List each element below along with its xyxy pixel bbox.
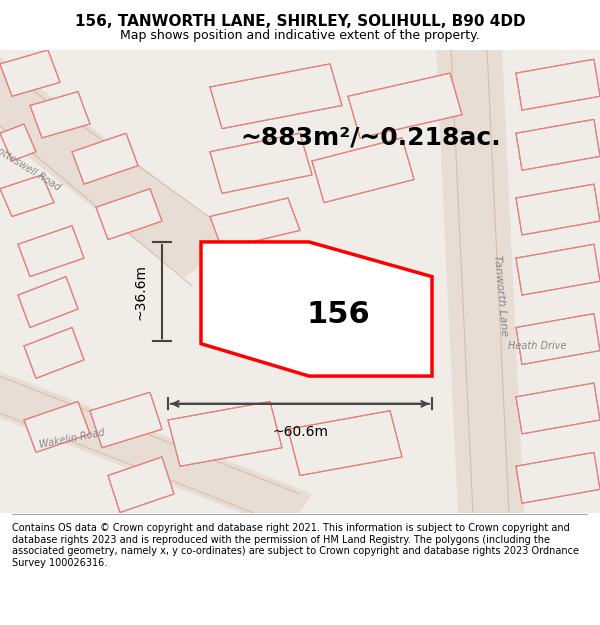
Polygon shape — [24, 328, 84, 378]
Polygon shape — [72, 133, 138, 184]
Polygon shape — [516, 452, 600, 503]
Polygon shape — [18, 277, 78, 328]
Text: Heath Drive: Heath Drive — [508, 341, 566, 351]
Polygon shape — [516, 314, 600, 364]
Polygon shape — [96, 189, 162, 239]
Polygon shape — [24, 328, 84, 378]
Text: Contains OS data © Crown copyright and database right 2021. This information is : Contains OS data © Crown copyright and d… — [12, 523, 579, 568]
Polygon shape — [288, 411, 402, 476]
Polygon shape — [348, 73, 462, 138]
Text: Wakelin Road: Wakelin Road — [38, 428, 106, 450]
Polygon shape — [516, 314, 600, 364]
Text: Tanworth Lane: Tanworth Lane — [493, 254, 509, 336]
Polygon shape — [18, 277, 78, 328]
Text: ~883m²/~0.218ac.: ~883m²/~0.218ac. — [240, 126, 500, 150]
Polygon shape — [168, 401, 282, 466]
Polygon shape — [72, 133, 138, 184]
Polygon shape — [516, 383, 600, 434]
Polygon shape — [168, 401, 282, 466]
Polygon shape — [210, 64, 342, 129]
Text: 156, TANWORTH LANE, SHIRLEY, SOLIHULL, B90 4DD: 156, TANWORTH LANE, SHIRLEY, SOLIHULL, B… — [74, 14, 526, 29]
Polygon shape — [210, 133, 312, 193]
Polygon shape — [30, 92, 90, 138]
Polygon shape — [516, 59, 600, 110]
Text: ~36.6m: ~36.6m — [133, 264, 147, 319]
Polygon shape — [516, 244, 600, 295]
Polygon shape — [516, 244, 600, 295]
Polygon shape — [201, 242, 432, 376]
Polygon shape — [348, 73, 462, 138]
Polygon shape — [90, 392, 162, 448]
Polygon shape — [24, 401, 90, 452]
Polygon shape — [90, 392, 162, 448]
Polygon shape — [516, 452, 600, 503]
Polygon shape — [24, 401, 90, 452]
Polygon shape — [312, 138, 414, 202]
Polygon shape — [312, 138, 414, 202]
Polygon shape — [210, 198, 300, 249]
Polygon shape — [516, 59, 600, 110]
Polygon shape — [0, 124, 36, 161]
Polygon shape — [18, 226, 84, 277]
Polygon shape — [210, 64, 342, 129]
Polygon shape — [96, 189, 162, 239]
Polygon shape — [30, 92, 90, 138]
Polygon shape — [18, 226, 84, 277]
Polygon shape — [0, 50, 60, 96]
Polygon shape — [516, 184, 600, 235]
Text: Shotteswell Road: Shotteswell Road — [0, 139, 62, 192]
Polygon shape — [210, 133, 312, 193]
Polygon shape — [516, 184, 600, 235]
Polygon shape — [108, 457, 174, 512]
Polygon shape — [288, 411, 402, 476]
Text: 156: 156 — [306, 299, 370, 329]
Polygon shape — [108, 457, 174, 512]
Text: Map shows position and indicative extent of the property.: Map shows position and indicative extent… — [120, 29, 480, 42]
Polygon shape — [0, 50, 60, 96]
Polygon shape — [516, 383, 600, 434]
Polygon shape — [0, 54, 235, 278]
Polygon shape — [435, 26, 525, 536]
Polygon shape — [0, 364, 312, 531]
Polygon shape — [516, 119, 600, 170]
Polygon shape — [0, 175, 54, 216]
Polygon shape — [516, 119, 600, 170]
Text: ~60.6m: ~60.6m — [272, 424, 328, 439]
Polygon shape — [210, 198, 300, 249]
Polygon shape — [0, 124, 36, 161]
Polygon shape — [0, 175, 54, 216]
